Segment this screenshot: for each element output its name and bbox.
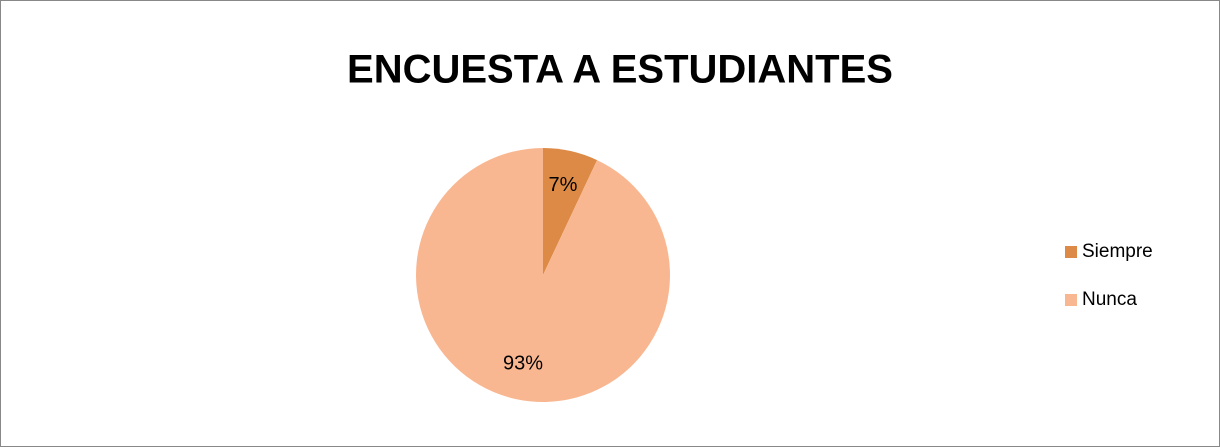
legend-swatch [1065, 246, 1077, 258]
legend-label: Nunca [1082, 289, 1137, 310]
pie-slice [415, 148, 670, 403]
legend-label: Siempre [1082, 241, 1153, 262]
legend-swatch [1065, 294, 1077, 306]
data-label: 7% [548, 174, 577, 196]
data-label: 93% [503, 353, 543, 375]
chart-title: ENCUESTA A ESTUDIANTES [347, 48, 893, 92]
pie-slice [543, 148, 598, 275]
